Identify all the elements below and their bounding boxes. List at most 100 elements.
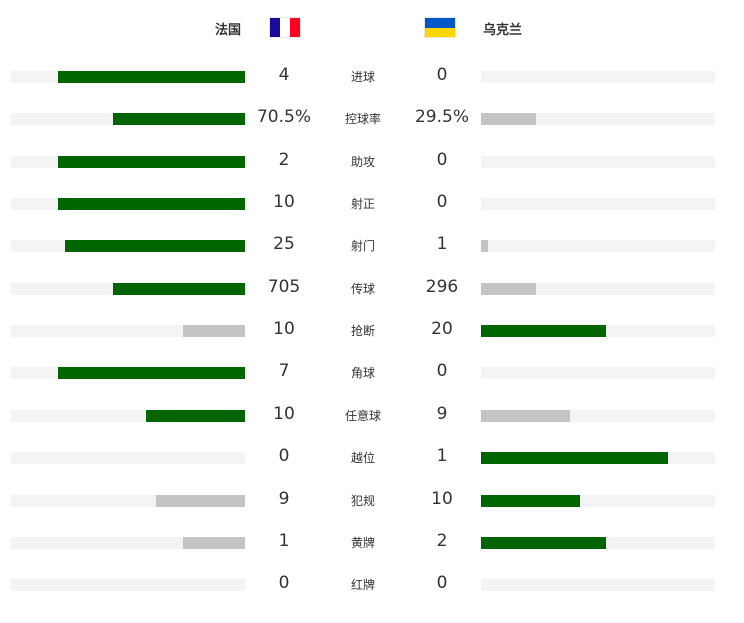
stat-label: 越位 xyxy=(350,451,375,466)
stat-label: 控球率 xyxy=(344,112,381,127)
home-bar-track xyxy=(11,113,245,126)
home-bar xyxy=(113,113,245,126)
home-value: 2 xyxy=(278,149,290,170)
home-value: 0 xyxy=(278,446,290,467)
away-bar-track xyxy=(481,452,715,465)
home-bar-track xyxy=(11,494,245,507)
home-value: 9 xyxy=(278,488,290,509)
stat-row: 10 任意球 9 xyxy=(0,395,744,437)
home-bar xyxy=(182,536,245,549)
home-value: 10 xyxy=(273,319,295,340)
stat-label: 助攻 xyxy=(350,154,375,169)
away-bar xyxy=(481,494,580,507)
away-team-name: 乌克兰 xyxy=(483,23,523,38)
home-value: 10 xyxy=(273,403,295,424)
stat-row: 10 射正 0 xyxy=(0,183,744,225)
home-bar xyxy=(156,494,245,507)
home-bar xyxy=(146,409,245,422)
away-value: 9 xyxy=(436,403,448,424)
stat-row: 7 角球 0 xyxy=(0,352,744,394)
home-bar-track xyxy=(11,198,245,211)
away-bar-track xyxy=(481,198,715,211)
away-bar-track xyxy=(481,409,715,422)
stat-label: 传球 xyxy=(350,281,375,296)
stat-row: 25 射门 1 xyxy=(0,225,744,267)
stat-row: 1 黄牌 2 xyxy=(0,522,744,564)
stat-label: 进球 xyxy=(350,70,375,84)
home-value: 4 xyxy=(278,65,290,85)
ukraine-flag-icon xyxy=(424,17,456,38)
away-value: 29.5% xyxy=(414,107,469,128)
stat-row: 0 红牌 0 xyxy=(0,564,744,606)
away-bar xyxy=(481,240,489,253)
home-bar xyxy=(57,71,245,83)
france-flag-icon xyxy=(269,17,301,38)
away-value: 0 xyxy=(436,149,448,170)
home-value: 70.5% xyxy=(256,107,311,128)
match-header: 法国 乌克兰 xyxy=(0,0,744,56)
home-value: 7 xyxy=(278,361,290,382)
home-bar-track xyxy=(11,325,245,338)
away-bar-track xyxy=(481,536,715,549)
home-bar-track xyxy=(11,536,245,549)
away-value: 0 xyxy=(436,192,448,213)
stat-row: 2 助攻 0 xyxy=(0,141,744,183)
home-value: 1 xyxy=(278,530,290,551)
home-bar-track xyxy=(11,240,245,253)
away-value: 0 xyxy=(436,573,448,594)
home-bar-track xyxy=(11,71,245,83)
home-value: 25 xyxy=(273,234,295,255)
home-bar-track xyxy=(11,579,245,592)
away-bar xyxy=(481,536,606,549)
away-bar-track xyxy=(481,367,715,380)
home-bar-track xyxy=(11,409,245,422)
away-bar-track xyxy=(481,494,715,507)
home-bar xyxy=(182,325,245,338)
stat-row: 4 进球 0 xyxy=(0,56,744,98)
home-bar-track xyxy=(11,452,245,465)
stat-label: 黄牌 xyxy=(350,535,375,550)
stat-row: 0 越位 1 xyxy=(0,437,744,479)
home-bar xyxy=(113,282,245,295)
away-bar xyxy=(481,409,570,422)
home-bar xyxy=(57,155,245,168)
stat-row: 705 传球 296 xyxy=(0,268,744,310)
away-bar-track xyxy=(481,71,715,83)
home-bar-track xyxy=(11,155,245,168)
away-bar xyxy=(481,113,537,126)
home-value: 10 xyxy=(273,192,295,213)
away-bar xyxy=(481,325,606,338)
away-bar-track xyxy=(481,240,715,253)
away-value: 0 xyxy=(436,65,448,85)
away-value: 2 xyxy=(436,530,448,551)
home-bar xyxy=(65,240,245,253)
away-bar xyxy=(481,282,537,295)
stat-row: 9 犯规 10 xyxy=(0,480,744,522)
away-value: 0 xyxy=(436,361,448,382)
away-value: 1 xyxy=(436,234,448,255)
stat-label: 抢断 xyxy=(350,324,375,339)
stat-label: 射正 xyxy=(350,197,375,212)
stat-label: 红牌 xyxy=(350,578,375,593)
away-value: 1 xyxy=(436,446,448,467)
home-team-name: 法国 xyxy=(215,23,242,38)
stat-label: 角球 xyxy=(350,366,375,381)
home-value: 705 xyxy=(267,276,301,297)
stat-label: 任意球 xyxy=(344,408,381,423)
away-bar xyxy=(481,452,669,465)
away-bar-track xyxy=(481,113,715,126)
stat-row: 10 抢断 20 xyxy=(0,310,744,352)
home-bar-track xyxy=(11,282,245,295)
home-bar xyxy=(57,367,245,380)
away-value: 10 xyxy=(431,488,453,509)
away-bar-track xyxy=(481,155,715,168)
away-bar-track xyxy=(481,325,715,338)
stat-label: 射门 xyxy=(350,239,375,254)
home-bar-track xyxy=(11,367,245,380)
home-bar xyxy=(57,198,245,211)
home-value: 0 xyxy=(278,573,290,594)
away-bar-track xyxy=(481,282,715,295)
stat-label: 犯规 xyxy=(350,493,375,508)
away-value: 20 xyxy=(431,319,453,340)
away-bar-track xyxy=(481,579,715,592)
